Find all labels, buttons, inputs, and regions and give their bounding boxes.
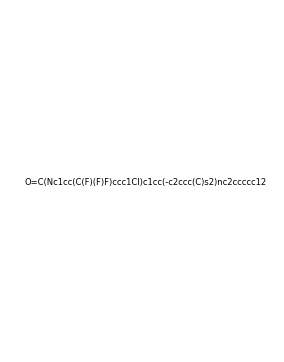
Text: O=C(Nc1cc(C(F)(F)F)ccc1Cl)c1cc(-c2ccc(C)s2)nc2ccccc12: O=C(Nc1cc(C(F)(F)F)ccc1Cl)c1cc(-c2ccc(C)… [24, 178, 267, 187]
